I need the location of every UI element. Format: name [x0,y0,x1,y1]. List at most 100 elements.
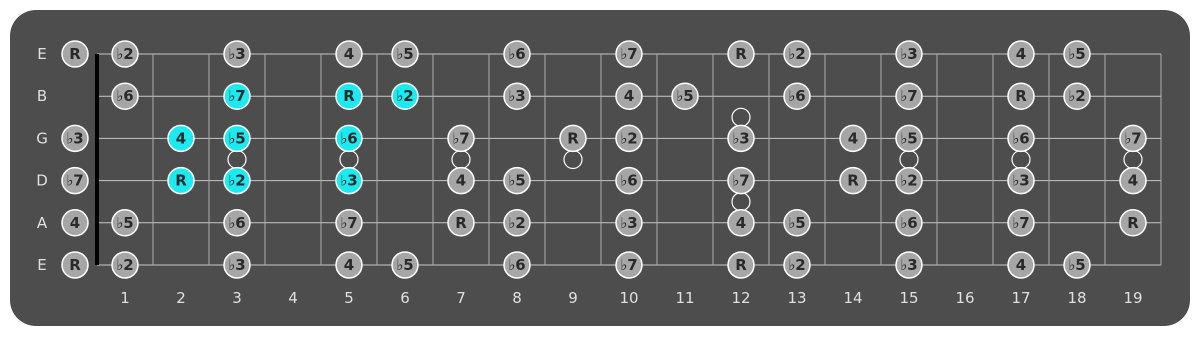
note [895,40,923,68]
note-label: 4 [736,214,746,232]
note-label: ♭3 [1012,172,1030,190]
fret-number: 15 [899,289,918,307]
note-label: ♭5 [676,87,694,105]
note-label: ♭7 [1012,214,1030,232]
note [503,166,531,195]
note [447,124,475,153]
fret-number: 9 [568,289,578,307]
note [391,251,419,279]
note-label: ♭6 [228,214,246,232]
fret-number: 16 [955,289,974,307]
note-label: 4 [176,129,186,147]
note [783,251,811,279]
note-label: ♭6 [1012,129,1030,147]
fret-number: 8 [512,289,522,307]
note-label: ♭7 [1124,129,1142,147]
note [615,82,643,110]
string-label: E [37,256,46,274]
note-label: ♭5 [1068,45,1086,63]
note-label: R [735,256,747,274]
note [727,40,755,68]
fret-number: 12 [731,289,750,307]
note [895,166,923,195]
fret-number: 19 [1123,289,1142,307]
note [615,124,643,153]
note [223,82,251,110]
note [615,209,643,237]
note [1007,124,1035,153]
note [223,124,251,153]
fret-number: 14 [843,289,862,307]
note-label: 4 [848,129,858,147]
fret-number: 3 [232,289,242,307]
note [335,166,363,195]
note-label: 4 [1128,172,1138,190]
note-label: ♭2 [116,45,134,63]
note-label: ♭5 [788,214,806,232]
note [1063,82,1091,110]
note-label: ♭6 [900,214,918,232]
note-label: R [1127,214,1139,232]
note-label: ♭7 [900,87,918,105]
note-label: 4 [1016,256,1026,274]
fret-number: 4 [288,289,298,307]
note [61,251,89,279]
note-label: ♭5 [1068,256,1086,274]
note-label: ♭2 [620,129,638,147]
note-label: R [175,172,187,190]
note-label: ♭6 [340,129,358,147]
note-label: ♭7 [452,129,470,147]
note-label: ♭5 [900,129,918,147]
note [503,82,531,110]
fret-number: 13 [787,289,806,307]
note [447,166,475,195]
fret-number: 1 [120,289,130,307]
note [783,209,811,237]
fret-number: 2 [176,289,186,307]
note [895,209,923,237]
note-label: R [69,256,81,274]
fret-number: 10 [619,289,638,307]
note-label: R [735,45,747,63]
note [615,251,643,279]
note-label: ♭3 [228,256,246,274]
note [727,124,755,153]
note [335,209,363,237]
note [335,40,363,68]
note-label: ♭3 [66,129,84,147]
note-label: 4 [456,172,466,190]
note-label: ♭3 [900,45,918,63]
note [615,40,643,68]
note [727,166,755,195]
fret-number: 6 [400,289,410,307]
note [839,166,867,195]
note [503,40,531,68]
note-label: ♭3 [508,87,526,105]
note [61,124,89,153]
note-label: R [455,214,467,232]
note [111,251,139,279]
note [1007,209,1035,237]
note-label: ♭2 [1068,87,1086,105]
string-label: G [36,129,48,147]
note-label: ♭5 [116,214,134,232]
fret-number: 11 [675,289,694,307]
note [61,40,89,68]
string-label: D [36,172,48,190]
note-label: 4 [344,256,354,274]
note [503,251,531,279]
note [335,124,363,153]
note-label: ♭3 [900,256,918,274]
note [839,124,867,153]
note [783,40,811,68]
note-label: ♭7 [340,214,358,232]
note [1007,82,1035,110]
note [895,124,923,153]
note [1119,166,1147,195]
note-label: ♭2 [228,172,246,190]
note-label: ♭5 [228,129,246,147]
note [1119,124,1147,153]
note [335,251,363,279]
note [1007,40,1035,68]
